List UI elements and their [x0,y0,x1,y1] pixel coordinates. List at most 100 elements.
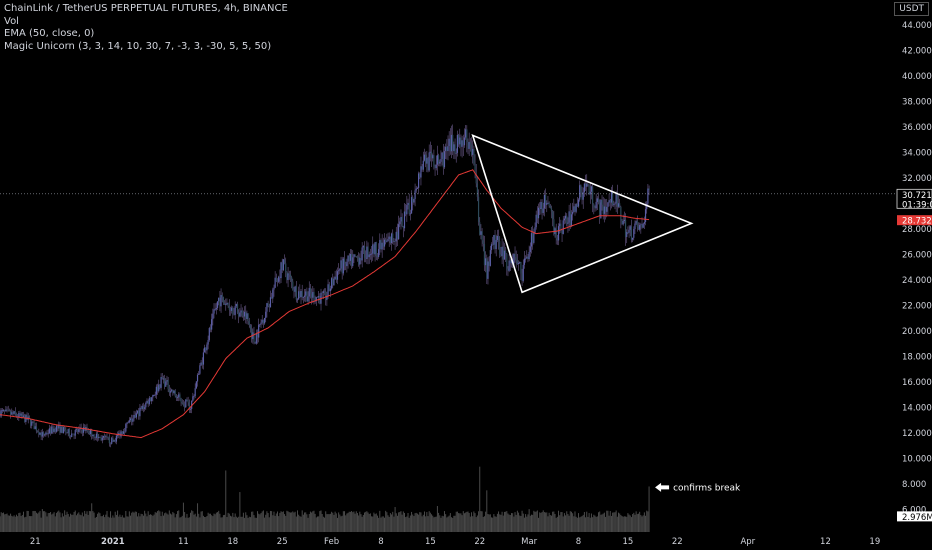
candle-body [596,198,598,202]
candle-body [648,188,650,191]
candle-body [482,240,484,244]
volume-bar [621,516,623,532]
candle-body [613,204,615,206]
volume-bar [189,512,191,532]
candle-body [341,260,343,274]
candle-body [273,287,275,290]
volume-bar [68,516,70,532]
candle-body [428,152,430,171]
volume-bar [3,512,5,532]
candle-body [38,431,40,435]
candle-body [312,291,314,298]
candle-body [410,197,413,214]
volume-bar [84,510,86,532]
volume-bar [100,516,102,532]
volume-bar [306,514,308,532]
volume-bar [145,513,147,532]
volume-bar [246,515,248,532]
legend-vol[interactable]: Vol [4,15,19,27]
volume-bar [381,516,383,532]
volume-bar [311,512,313,532]
y-tick-label: 44.000 [902,21,932,31]
candle-body [174,390,176,397]
candle-body [115,435,118,442]
candle-body [318,296,320,298]
symbol-title[interactable]: ChainLink / TetherUS PERPETUAL FUTURES, … [4,3,288,14]
price-axis[interactable] [896,0,932,536]
candle-body [236,304,239,313]
candle-body [293,289,295,292]
volume-bar [111,517,113,532]
volume-bar [481,511,483,532]
candle-body [517,263,520,265]
volume-bar [472,516,474,532]
symmetrical-triangle[interactable] [471,134,694,294]
candle-body [213,309,215,314]
currency-button[interactable]: USDT [894,2,929,16]
candle-body [253,332,255,343]
candle-body [158,384,160,392]
candle-body [55,425,58,432]
candle-body [634,223,636,230]
candle-body [240,310,242,313]
volume-bar [382,516,384,532]
candle-body [189,408,192,410]
volume-bar [241,516,243,532]
candle-body [396,231,399,240]
volume-bar [67,514,69,532]
candle-body [58,425,60,429]
candle-body [501,246,503,256]
volume-bar [615,510,617,532]
volume-bar [545,512,547,532]
volume-bar [180,517,182,532]
candle-body [619,203,621,207]
volume-bar [592,517,594,532]
volume-bar [65,514,67,532]
volume-bar [526,516,528,532]
candle-body [623,219,625,222]
candle-body [519,261,521,264]
legend-ema[interactable]: EMA (50, close, 0) [4,28,95,39]
candle-body [385,239,387,243]
candle-body [68,429,70,437]
candle-body [555,228,557,239]
volume-bar [513,516,515,532]
volume-bar [532,514,534,532]
volume-bar [6,513,8,532]
candle-body [523,258,526,265]
candle-body [205,347,207,351]
volume-bar [40,517,42,532]
candle-body [208,328,210,341]
volume-bar [78,512,80,532]
candle-body [382,242,384,247]
volume-bar [248,516,250,532]
volume-bar [79,514,81,532]
candle-body [529,246,531,252]
volume-bar [607,510,609,532]
volume-bar [515,514,517,532]
volume-bar [355,511,357,532]
candle-body [242,315,245,317]
volume-bar [64,510,66,532]
volume-bar [590,513,592,532]
candle-body [495,240,497,250]
volume-bar [609,511,611,532]
candle-body [299,291,301,298]
candle-body [506,254,508,269]
volume-bar [80,515,82,532]
volume-bar [639,511,641,532]
volume-bar [86,511,88,532]
legend-magic-unicorn[interactable]: Magic Unicorn (3, 3, 14, 10, 30, 7, -3, … [4,40,272,52]
volume-bar [522,513,524,532]
candle-body [302,296,304,298]
volume-bar [105,514,107,532]
candle-body [459,137,461,145]
volume-bar [10,513,12,532]
candle-body [609,200,611,203]
candle-body [647,188,649,204]
volume-bar [198,513,200,532]
volume-bar [99,513,101,532]
volume-bar [405,517,407,532]
candle-body [109,443,112,444]
